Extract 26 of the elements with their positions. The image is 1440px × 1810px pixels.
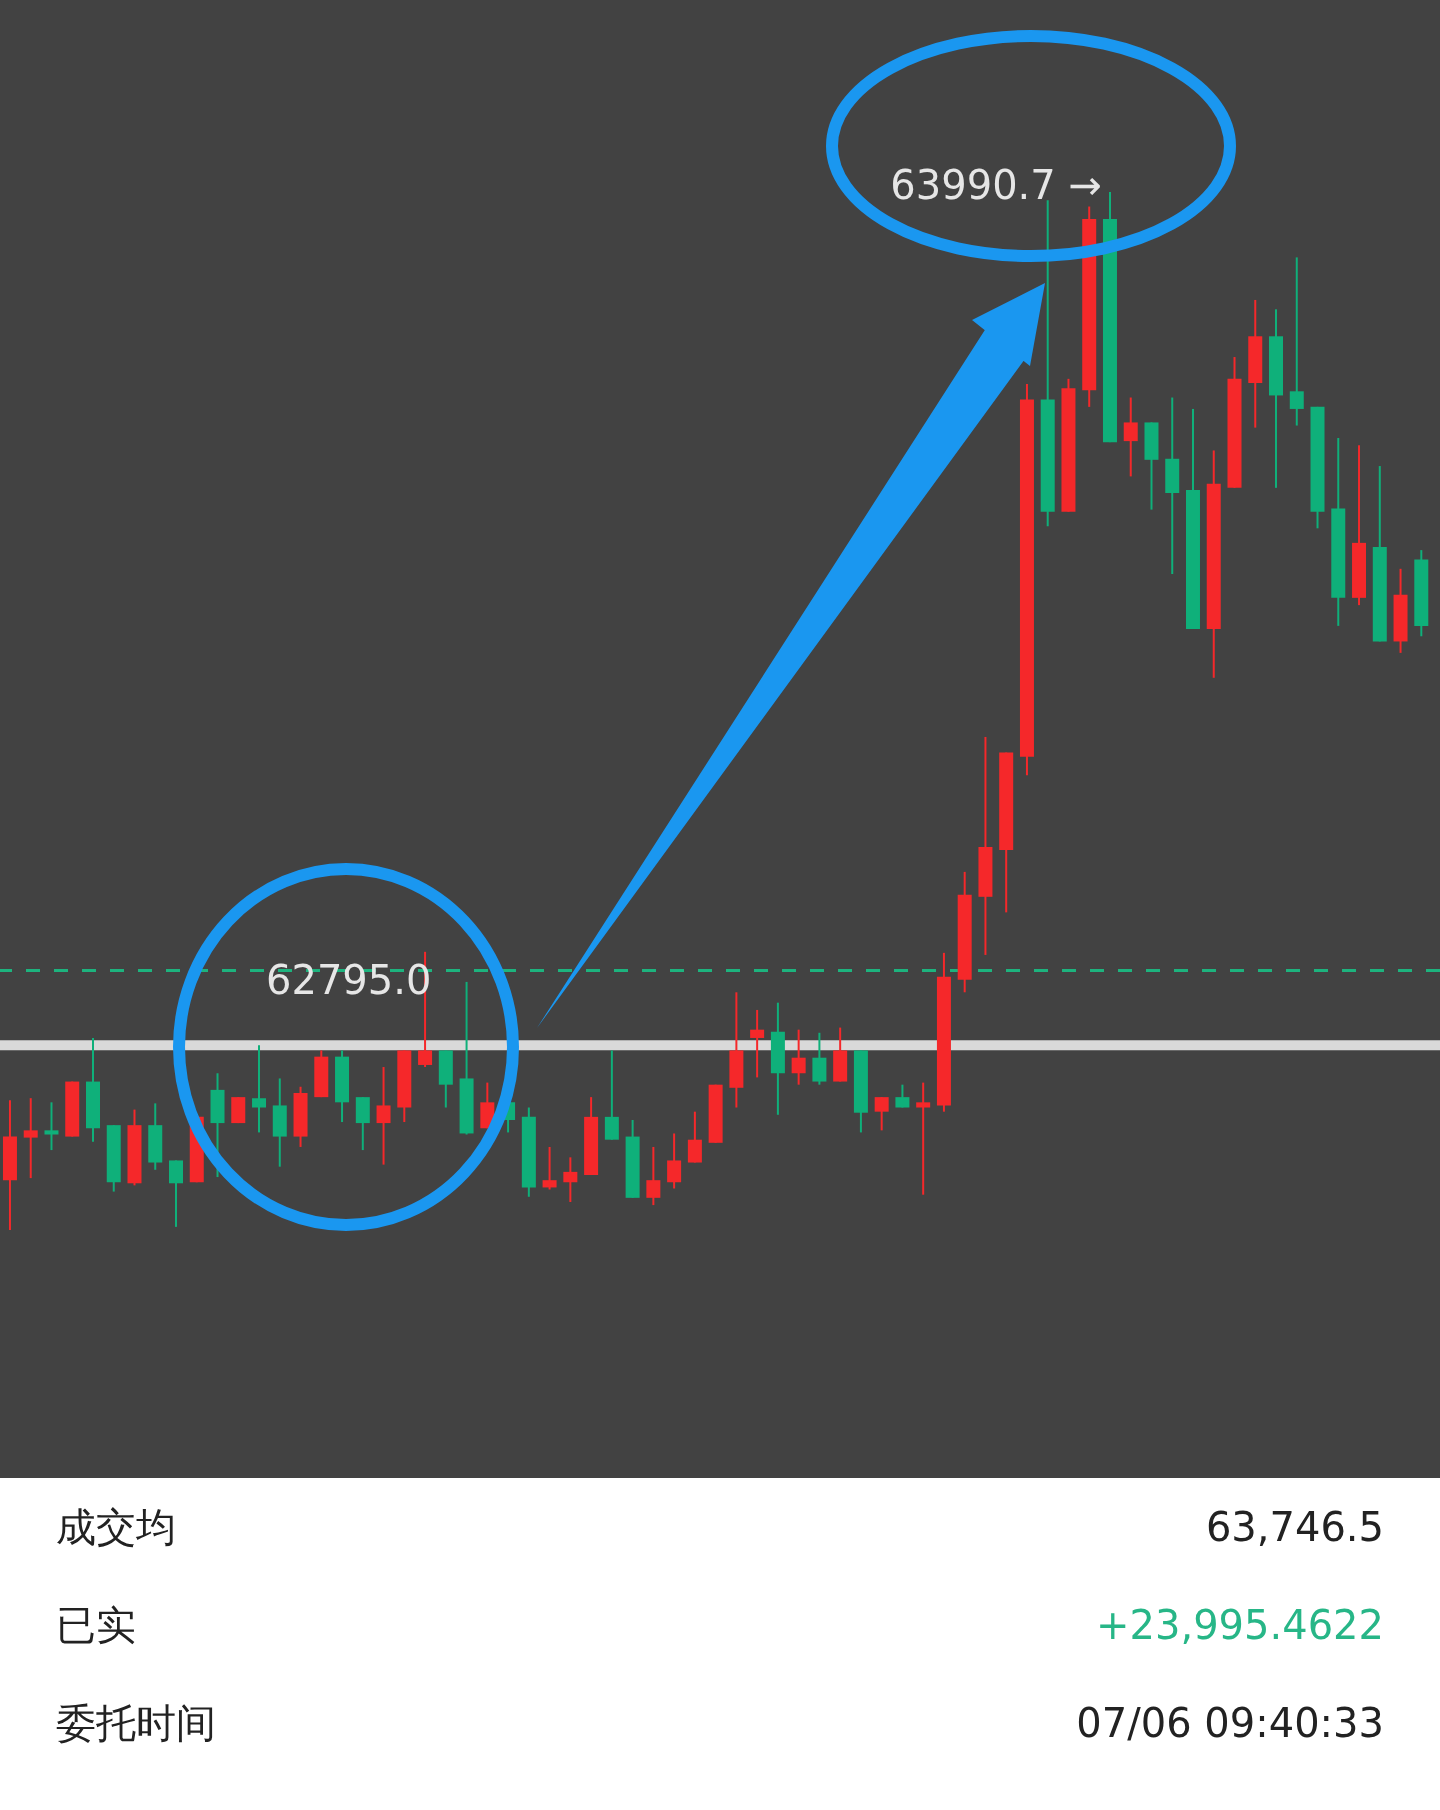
text: 委托时间 — [56, 1698, 216, 1748]
candlestick — [791, 1028, 806, 1086]
annotation: 63990.7 → — [890, 162, 1102, 208]
candlestick — [646, 1145, 661, 1207]
candlestick — [895, 1083, 910, 1109]
text: 63,746.5 — [1205, 1504, 1384, 1550]
candlestick — [542, 1145, 557, 1191]
candlestick — [1289, 256, 1304, 427]
text: 成交均 — [56, 1502, 176, 1552]
candlestick — [916, 1081, 931, 1196]
candlestick — [563, 1156, 578, 1203]
candlestick — [812, 1031, 827, 1086]
candlestick — [23, 1097, 38, 1180]
candlestick — [169, 1159, 183, 1228]
candlestick — [1123, 396, 1138, 478]
candlestick — [750, 1008, 765, 1079]
candlestick — [376, 1066, 391, 1166]
candlestick — [667, 1132, 682, 1190]
text: 07/06 09:40:33 — [1076, 1700, 1384, 1746]
candlestick — [44, 1101, 59, 1152]
candlestick — [604, 1049, 619, 1141]
candlestick — [252, 1044, 267, 1134]
candlestick — [874, 1096, 889, 1132]
text: +23,995.4622 — [1096, 1602, 1384, 1648]
text: 已实 — [56, 1600, 136, 1650]
candlestick — [687, 1110, 702, 1164]
